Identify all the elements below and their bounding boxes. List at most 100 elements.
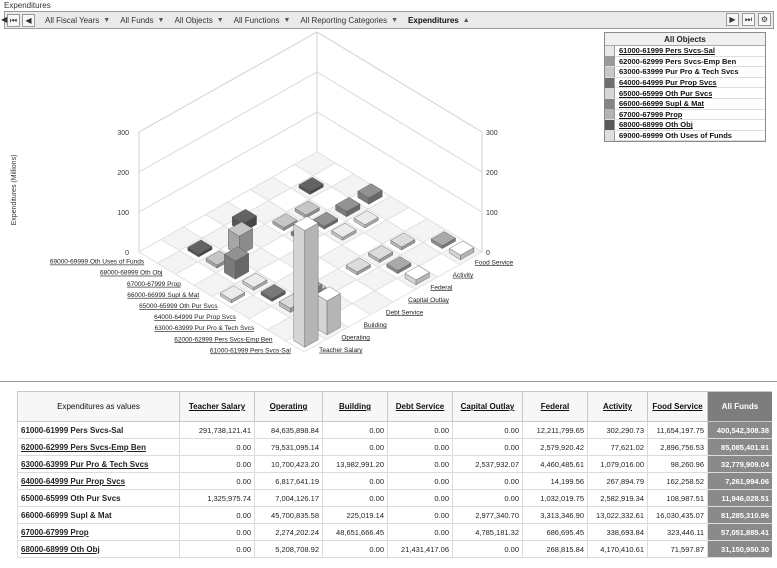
table-cell: 79,531,095.14 — [254, 438, 323, 456]
table-cell: 0.00 — [387, 472, 453, 490]
chevron-down-icon: ▼ — [391, 16, 399, 24]
column-header[interactable]: Building — [322, 391, 388, 422]
table-cell: 77,621.02 — [587, 438, 648, 456]
table-cell: 7,261,994.06 — [707, 472, 772, 490]
row-header[interactable]: 61000-61999 Pers Svcs-Sal — [17, 421, 180, 439]
object-axis-label: 68000-68999 Oth Obj — [100, 270, 163, 277]
table-cell: 5,208,708.92 — [254, 540, 323, 558]
last-page-icon[interactable]: ⏭ — [742, 13, 755, 26]
column-header[interactable]: Federal — [522, 391, 588, 422]
filter-functions[interactable]: All Functions ▼ — [234, 16, 291, 25]
column-header[interactable]: Debt Service — [387, 391, 453, 422]
legend-item[interactable]: 64000-64999 Pur Prop Svcs — [605, 77, 765, 89]
bar-top — [315, 286, 341, 302]
table-cell: 162,258.52 — [647, 472, 708, 490]
chevron-down-icon: ▼ — [283, 16, 291, 24]
next-page-icon[interactable]: ▶ — [726, 13, 739, 26]
row-header[interactable]: 67000-67999 Prop — [17, 523, 180, 541]
legend-item[interactable]: 69000-69999 Oth Uses of Funds — [605, 130, 765, 142]
column-header[interactable]: Capital Outlay — [452, 391, 523, 422]
grid-corner-header: Expenditures as values — [17, 391, 180, 422]
filter-objects[interactable]: All Objects ▼ — [174, 16, 223, 25]
row-header[interactable]: 68000-68999 Oth Obj — [17, 540, 180, 558]
filter-fiscal-years[interactable]: All Fiscal Years ▼ — [45, 16, 110, 25]
chevron-up-icon: ▲ — [462, 16, 470, 24]
table-cell: 14,199.56 — [522, 472, 588, 490]
table-row: 64000-64999 Pur Prop Svcs 0.00 6,817,641.1… — [17, 472, 772, 490]
function-axis-label: Federal — [430, 284, 453, 291]
column-header[interactable]: All Funds — [707, 391, 772, 422]
legend-label: 66000-66999 Supl & Mat — [619, 99, 705, 109]
filter-funds[interactable]: All Funds ▼ — [120, 16, 164, 25]
table-cell: 0.00 — [387, 523, 453, 541]
filter-reporting-categories[interactable]: All Reporting Categories ▼ — [300, 16, 398, 25]
legend-item[interactable]: 66000-66999 Supl & Mat — [605, 98, 765, 110]
table-row: 62000-62999 Pers Svcs-Emp Ben 0.00 79,531,… — [17, 438, 772, 456]
chart-3d-area: 0 0 100 100 200 200 300 300 Expenditures (Millio… — [4, 30, 774, 380]
table-cell: 16,030,435.07 — [647, 506, 708, 524]
column-header[interactable]: Teacher Salary — [179, 391, 255, 422]
function-axis-label: Capital Outlay — [408, 297, 450, 304]
table-cell: 45,700,835.58 — [254, 506, 323, 524]
row-header[interactable]: 62000-62999 Pers Svcs-Emp Ben — [17, 438, 180, 456]
legend-label: 65000-65999 Oth Pur Svcs — [619, 88, 713, 98]
table-cell: 3,313,346.90 — [522, 506, 588, 524]
table-cell: 10,700,423.20 — [254, 455, 323, 473]
table-cell: 2,537,932.07 — [452, 455, 523, 473]
filter-measure[interactable]: Expenditures ▲ — [408, 16, 470, 25]
table-cell: 11,654,197.75 — [647, 421, 708, 439]
object-axis-label: 66000-66999 Supl & Mat — [127, 292, 199, 299]
bar-top — [404, 265, 430, 281]
row-header[interactable]: 63000-63999 Pur Pro & Tech Svcs — [17, 455, 180, 473]
table-cell: 0.00 — [179, 506, 255, 524]
table-cell: 0.00 — [452, 421, 523, 439]
bar-top — [353, 210, 379, 226]
table-cell: 1,325,975.74 — [179, 489, 255, 507]
legend-item[interactable]: 65000-65999 Oth Pur Svcs — [605, 88, 765, 99]
first-page-icon[interactable]: ⏮ — [7, 13, 20, 27]
filter-label: All Reporting Categories — [300, 15, 388, 25]
function-axis-label: Debt Service — [386, 309, 424, 316]
table-cell: 13,982,991.20 — [322, 455, 388, 473]
table-cell: 31,150,950.30 — [707, 540, 772, 558]
column-header[interactable]: Operating — [254, 391, 323, 422]
object-axis-label: 61000-61999 Pers Svcs-Sal — [210, 347, 291, 354]
chart-settings-icon[interactable]: ⚙ — [758, 13, 771, 26]
chevron-down-icon: ▼ — [103, 16, 111, 24]
legend-item[interactable]: 61000-61999 Pers Svcs-Sal — [605, 45, 765, 57]
legend-item[interactable]: 67000-67999 Prop — [605, 109, 765, 121]
row-header[interactable]: 66000-66999 Supl & Mat — [17, 506, 180, 524]
bar-top — [367, 245, 394, 260]
column-header[interactable]: Activity — [587, 391, 648, 422]
table-cell: 0.00 — [452, 489, 523, 507]
column-header[interactable]: Food Service — [647, 391, 708, 422]
bar-top — [187, 239, 213, 255]
chart-toolbar: ◀ ⏮ ◀ All Fiscal Years ▼ All Funds ▼ All O… — [1, 11, 774, 29]
table-cell: 0.00 — [387, 455, 453, 473]
collapse-caret-icon[interactable]: ◀ — [1, 15, 8, 24]
table-cell: 0.00 — [452, 540, 523, 558]
table-cell: 71,597.87 — [647, 540, 708, 558]
legend-item[interactable]: 62000-62999 Pers Svcs-Emp Ben — [605, 56, 765, 68]
bar-top — [293, 216, 319, 231]
bar-top — [357, 183, 383, 199]
table-cell: 57,051,885.41 — [707, 523, 772, 541]
splitter[interactable] — [0, 381, 777, 382]
row-header[interactable]: 64000-64999 Pur Prop Svcs — [17, 472, 180, 490]
table-cell: 2,582,919.34 — [587, 489, 648, 507]
legend-item[interactable]: 68000-68999 Oth Obj — [605, 119, 765, 131]
bar-top — [242, 272, 268, 288]
table-cell: 0.00 — [179, 540, 255, 558]
legend-swatch — [605, 66, 615, 77]
table-cell: 0.00 — [387, 506, 453, 524]
gridline — [138, 31, 318, 133]
legend-item[interactable]: 63000-63999 Pur Pro & Tech Svcs — [605, 66, 765, 78]
table-cell: 13,022,332.61 — [587, 506, 648, 524]
y-tick-label-left: 100 — [117, 210, 129, 217]
row-header[interactable]: 65000-65999 Oth Pur Svcs — [17, 489, 180, 507]
table-cell: 0.00 — [322, 540, 388, 558]
previous-page-icon[interactable]: ◀ — [22, 13, 35, 27]
bar-face — [304, 222, 319, 348]
bar-top — [272, 213, 298, 228]
chevron-down-icon: ▼ — [157, 16, 165, 24]
